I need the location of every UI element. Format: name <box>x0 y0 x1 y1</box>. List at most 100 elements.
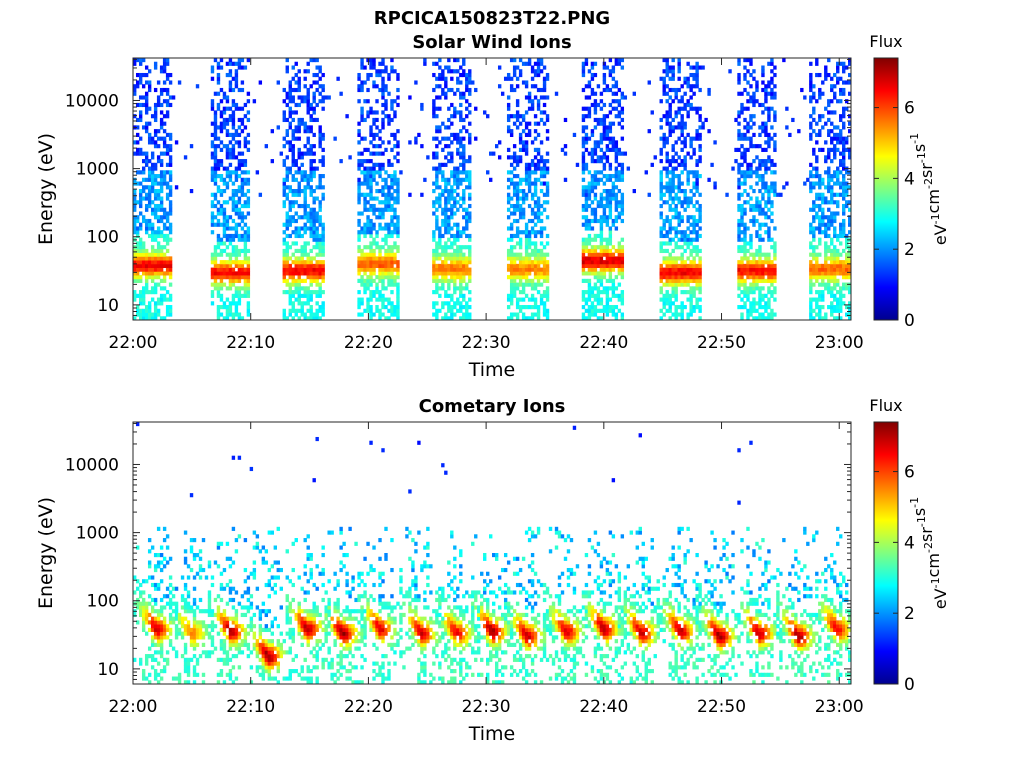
heatmap-cell <box>135 58 140 63</box>
heatmap-cell <box>231 136 236 141</box>
heatmap-cell <box>542 256 547 261</box>
heatmap-cell <box>450 305 454 310</box>
heatmap-cell <box>815 203 819 209</box>
heatmap-cell <box>674 140 678 145</box>
heatmap-cell <box>608 121 613 126</box>
heatmap-cell <box>530 305 535 310</box>
heatmap-cell <box>755 200 759 205</box>
heatmap-cell <box>369 181 373 186</box>
heatmap-cell <box>459 245 463 250</box>
heatmap-cell <box>692 256 696 261</box>
heatmap-cell <box>605 147 610 152</box>
heatmap-cell <box>812 237 816 242</box>
heatmap-cell <box>743 211 747 216</box>
heatmap-cell <box>447 136 451 141</box>
heatmap-cell <box>515 256 520 261</box>
heatmap-cell <box>509 282 514 287</box>
heatmap-cell <box>378 200 382 205</box>
heatmap-cell <box>156 80 161 85</box>
heatmap-cell <box>521 80 526 85</box>
heatmap-cell <box>737 207 741 212</box>
heatmap-cell <box>758 222 762 227</box>
heatmap-cell <box>138 102 143 108</box>
heatmap-cell <box>144 185 149 190</box>
heatmap-cell <box>378 174 382 179</box>
heatmap-cell <box>590 102 595 108</box>
heatmap-cell <box>306 316 310 321</box>
heatmap-cell <box>291 95 295 100</box>
heatmap-cell <box>827 117 831 123</box>
heatmap-cell <box>231 226 236 231</box>
heatmap-cell <box>225 200 230 205</box>
heatmap-cell <box>357 99 361 104</box>
heatmap-cell <box>743 136 747 141</box>
heatmap-cell <box>668 271 672 276</box>
heatmap-cell <box>512 203 517 209</box>
heatmap-cell <box>210 267 215 272</box>
heatmap-cell <box>390 215 394 220</box>
heatmap-cell <box>318 177 322 182</box>
heatmap-cell <box>695 132 699 137</box>
heatmap-cell <box>312 151 316 156</box>
heatmap-cell <box>692 305 696 310</box>
heatmap-cell <box>474 136 478 141</box>
heatmap-cell <box>453 241 457 246</box>
heatmap-cell <box>393 245 397 250</box>
heatmap-cell <box>300 170 304 175</box>
heatmap-cell <box>506 177 511 182</box>
heatmap-cell <box>530 278 535 283</box>
heatmap-cell <box>830 301 834 306</box>
heatmap-cell <box>294 248 298 254</box>
heatmap-cell <box>605 155 610 160</box>
heatmap-cell <box>815 211 819 216</box>
heatmap-cell <box>243 114 248 119</box>
heatmap-cell <box>605 241 610 246</box>
heatmap-cell <box>165 248 170 254</box>
heatmap-cell <box>605 129 610 134</box>
panel-title: Solar Wind Ions <box>412 32 571 53</box>
heatmap-cell <box>291 275 295 280</box>
heatmap-cell <box>387 301 391 306</box>
heatmap-cell <box>599 196 604 201</box>
heatmap-cell <box>605 196 610 201</box>
heatmap-cell <box>225 218 230 224</box>
heatmap-cell <box>518 308 523 313</box>
heatmap-cell <box>396 72 400 78</box>
heatmap-cell <box>761 162 765 167</box>
heatmap-cell <box>444 162 448 167</box>
heatmap-cell <box>590 159 595 164</box>
heatmap-cell <box>671 260 675 265</box>
heatmap-cell <box>165 102 170 108</box>
heatmap-cell <box>165 114 170 119</box>
heatmap-cell <box>692 84 696 89</box>
heatmap-cell <box>384 170 388 175</box>
heatmap-cell <box>450 215 454 220</box>
heatmap-cell <box>363 222 367 227</box>
heatmap-cell <box>698 305 702 310</box>
heatmap-cell <box>614 260 619 265</box>
heatmap-cell <box>438 293 442 298</box>
heatmap-cell <box>453 177 457 182</box>
heatmap-cell <box>605 290 610 295</box>
heatmap-cell <box>809 76 813 81</box>
heatmap-cell <box>246 181 251 186</box>
heatmap-cell <box>590 305 595 310</box>
heatmap-cell <box>533 241 538 246</box>
heatmap-cell <box>147 177 152 182</box>
heatmap-cell <box>617 245 622 250</box>
heatmap-cell <box>285 91 289 96</box>
heatmap-cell <box>812 207 816 212</box>
heatmap-cell <box>459 170 463 175</box>
heatmap-cell <box>587 114 592 119</box>
heatmap-cell <box>506 192 511 197</box>
heatmap-cell <box>165 211 170 216</box>
heatmap-cell <box>357 181 361 186</box>
heatmap-cell <box>620 106 625 111</box>
heatmap-cell <box>306 177 310 182</box>
heatmap-cell <box>369 65 373 70</box>
heatmap-cell <box>512 155 517 160</box>
heatmap-cell <box>138 252 143 257</box>
heatmap-cell <box>234 245 239 250</box>
heatmap-cell <box>357 76 361 81</box>
heatmap-cell <box>521 211 526 216</box>
